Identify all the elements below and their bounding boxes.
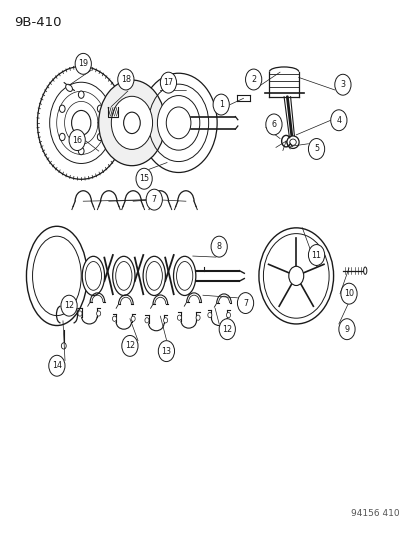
Text: 9: 9 (344, 325, 349, 334)
Circle shape (97, 105, 103, 112)
Circle shape (61, 295, 77, 316)
Circle shape (49, 356, 65, 376)
Text: 15: 15 (139, 174, 149, 183)
Text: 17: 17 (163, 78, 173, 87)
Text: 14: 14 (52, 361, 62, 370)
Text: 12: 12 (222, 325, 232, 334)
Circle shape (245, 69, 261, 90)
Circle shape (111, 96, 152, 149)
Circle shape (61, 343, 66, 349)
Text: 2: 2 (251, 75, 256, 84)
Circle shape (196, 315, 199, 320)
Circle shape (226, 312, 230, 318)
Text: 19: 19 (78, 59, 88, 68)
Ellipse shape (82, 256, 104, 295)
Circle shape (78, 91, 84, 98)
Circle shape (334, 74, 350, 95)
Circle shape (123, 112, 140, 134)
Circle shape (213, 94, 229, 115)
Circle shape (308, 139, 324, 159)
Text: 7: 7 (151, 195, 157, 204)
Circle shape (177, 315, 181, 320)
Text: 10: 10 (343, 289, 353, 298)
Circle shape (288, 266, 303, 286)
Ellipse shape (112, 256, 135, 295)
Circle shape (145, 318, 149, 323)
Circle shape (258, 228, 333, 324)
Text: 1: 1 (218, 100, 223, 109)
Circle shape (265, 114, 281, 135)
Circle shape (69, 130, 85, 150)
Text: 6: 6 (271, 120, 276, 129)
Circle shape (78, 148, 84, 155)
Circle shape (135, 168, 152, 189)
Text: 94156 410: 94156 410 (350, 509, 399, 518)
Circle shape (98, 80, 165, 166)
Text: 9B-410: 9B-410 (14, 16, 62, 29)
Circle shape (237, 293, 253, 313)
Circle shape (157, 95, 199, 150)
Circle shape (117, 69, 134, 90)
Ellipse shape (173, 256, 195, 295)
Circle shape (308, 245, 324, 265)
Circle shape (160, 72, 176, 93)
Text: 16: 16 (72, 135, 82, 144)
Circle shape (59, 105, 65, 112)
Circle shape (330, 110, 346, 131)
Circle shape (166, 107, 190, 139)
Text: 18: 18 (121, 75, 131, 84)
Text: 11: 11 (311, 251, 321, 260)
Circle shape (163, 318, 167, 323)
Circle shape (131, 316, 135, 321)
Text: 3: 3 (339, 80, 344, 89)
Text: 8: 8 (216, 242, 221, 251)
Circle shape (97, 133, 103, 141)
Circle shape (75, 53, 91, 74)
Text: 7: 7 (242, 298, 247, 308)
Text: 5: 5 (313, 144, 318, 154)
Text: 12: 12 (125, 342, 135, 350)
Text: 12: 12 (64, 301, 74, 310)
Circle shape (211, 236, 227, 257)
Circle shape (207, 312, 211, 318)
Circle shape (59, 133, 65, 141)
Circle shape (158, 341, 174, 361)
Circle shape (140, 73, 216, 173)
Circle shape (112, 316, 116, 321)
Circle shape (218, 319, 235, 340)
Ellipse shape (26, 227, 87, 326)
Circle shape (338, 319, 354, 340)
Ellipse shape (143, 256, 165, 295)
Ellipse shape (286, 136, 298, 149)
Text: 4: 4 (335, 116, 341, 125)
Circle shape (96, 311, 100, 316)
Circle shape (121, 335, 138, 357)
Text: 13: 13 (161, 346, 171, 356)
Circle shape (71, 110, 90, 135)
Ellipse shape (66, 84, 72, 92)
Circle shape (78, 311, 82, 316)
Ellipse shape (363, 267, 366, 274)
Circle shape (340, 283, 356, 304)
Circle shape (146, 189, 162, 210)
